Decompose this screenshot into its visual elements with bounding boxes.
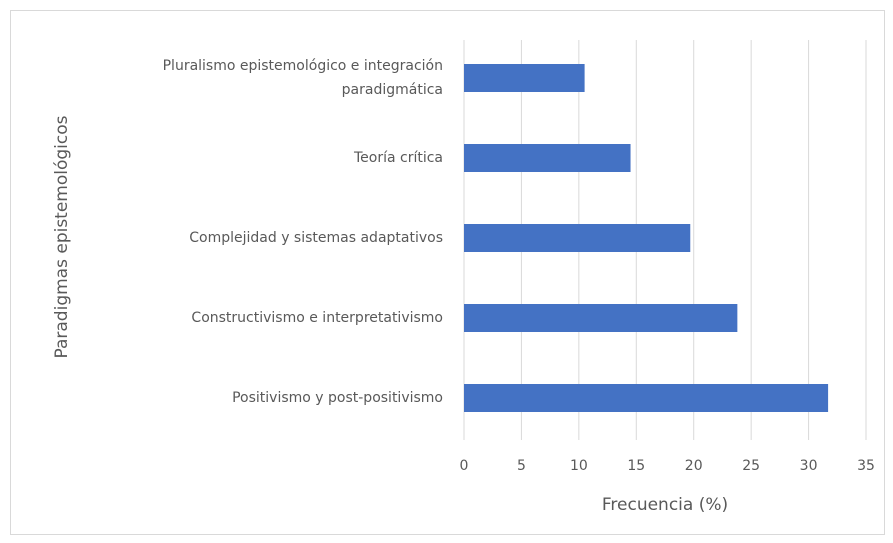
bar — [464, 304, 738, 332]
chart-border — [10, 10, 885, 535]
x-tick-label: 35 — [857, 458, 875, 474]
x-tick-label: 25 — [742, 458, 760, 474]
y-tick-label: Positivismo y post-positivismo — [232, 390, 443, 406]
y-tick-label: Constructivismo e interpretativismo — [191, 310, 443, 326]
x-tick-label: 15 — [627, 458, 645, 474]
bar — [464, 144, 631, 172]
x-axis-title: Frecuencia (%) — [602, 495, 728, 515]
y-tick-label: Complejidad y sistemas adaptativos — [189, 230, 443, 246]
x-tick-label: 5 — [517, 458, 526, 474]
x-tick-label: 30 — [800, 458, 818, 474]
bar — [464, 384, 829, 412]
x-tick-label: 0 — [460, 458, 469, 474]
x-tick-label: 10 — [570, 458, 588, 474]
bar — [464, 224, 691, 252]
y-tick-label: Pluralismo epistemológico e integración p… — [163, 58, 443, 98]
bar — [464, 64, 585, 92]
y-tick-label: Teoría crítica — [353, 150, 443, 166]
x-tick-label: 20 — [685, 458, 703, 474]
y-axis-title: Paradigmas epistemológicos — [52, 115, 72, 358]
